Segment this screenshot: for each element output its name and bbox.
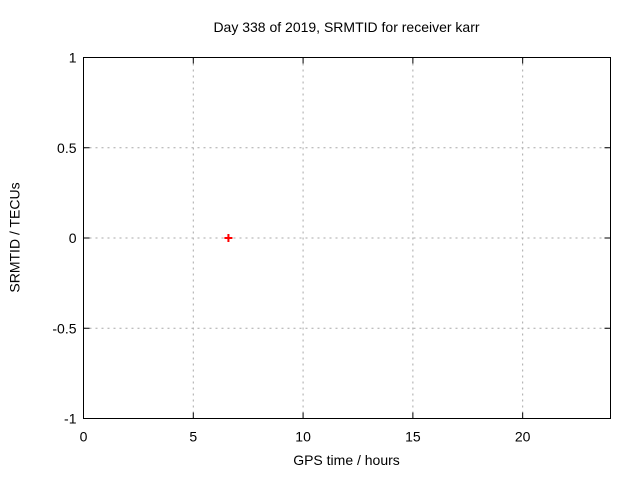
x-tick-label: 15 bbox=[405, 429, 421, 445]
x-tick-label: 5 bbox=[189, 429, 197, 445]
y-tick-label: -0.5 bbox=[52, 320, 76, 336]
x-axis-label: GPS time / hours bbox=[293, 452, 400, 468]
x-tick-label: 10 bbox=[295, 429, 311, 445]
y-tick-label: 1 bbox=[69, 50, 77, 66]
y-tick-label: -1 bbox=[64, 411, 77, 427]
data-point-marker bbox=[224, 234, 233, 242]
chart-title: Day 338 of 2019, SRMTID for receiver kar… bbox=[213, 19, 480, 35]
y-tick-label: 0 bbox=[69, 230, 77, 246]
x-tick-label: 0 bbox=[80, 429, 88, 445]
y-tick-label: 0.5 bbox=[57, 140, 77, 156]
x-tick-label: 20 bbox=[515, 429, 531, 445]
